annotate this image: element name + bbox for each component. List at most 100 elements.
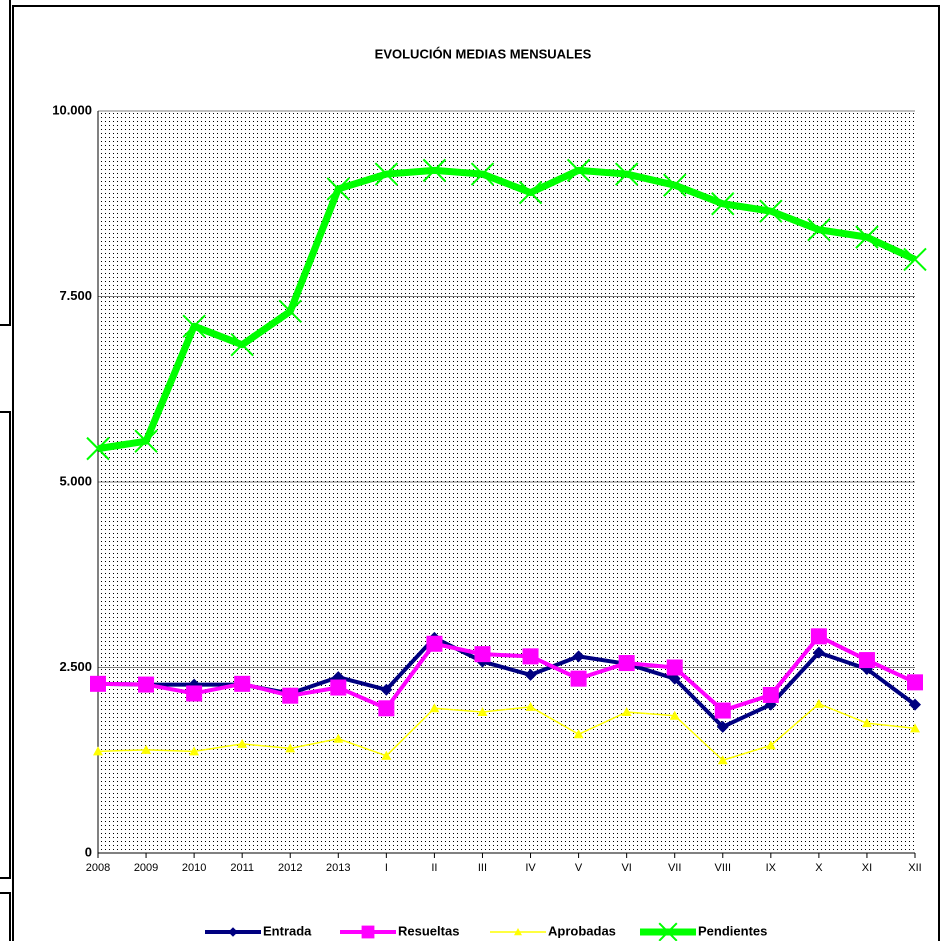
y-tick-label: 7.500 [59,288,92,303]
legend-item: Aprobadas [490,923,616,938]
x-tick-label: 2013 [326,862,350,874]
x-tick-label: 2009 [134,862,158,874]
marker [186,685,203,702]
marker [182,314,206,338]
series [86,158,927,461]
marker [813,698,824,708]
x-tick-label: IX [766,862,777,874]
marker [909,698,921,711]
marker [429,703,440,713]
marker [422,158,447,183]
legend-label: Resueltas [398,923,459,938]
x-tick-label: I [385,862,388,874]
marker [621,707,632,717]
x-tick-label: VI [621,862,631,874]
marker [522,648,539,665]
marker [278,299,302,324]
marker [662,173,687,197]
marker [189,746,200,756]
legend-label: Aprobadas [548,923,616,938]
marker [285,743,296,753]
marker [141,744,152,754]
marker [326,177,351,201]
legend-marker [514,928,522,936]
marker [572,650,585,663]
marker [93,746,103,756]
x-tick-label: IV [525,862,536,874]
chart-title: EVOLUCIÓN MEDIAS MENSUALES [375,46,592,61]
marker [86,436,110,461]
marker [714,702,731,719]
marker [333,733,344,743]
y-tick-label: 2.500 [59,659,92,674]
marker [477,707,488,717]
x-tick-label: X [815,862,823,874]
marker [765,740,776,750]
side-frames [0,0,11,941]
legend-item: Pendientes [640,922,767,941]
marker [426,635,443,652]
legend-label: Pendientes [698,923,767,938]
marker [138,676,155,693]
marker [381,750,392,760]
x-tick-label: 2011 [230,862,254,874]
marker [518,180,543,205]
x-tick-label: XII [908,862,921,874]
marker [374,162,399,186]
marker [573,729,584,739]
marker [666,659,683,676]
marker [717,755,728,765]
marker [566,158,591,183]
legend-item: Resueltas [340,923,459,938]
x-tick-label: VII [668,862,681,874]
marker [237,738,248,748]
x-tick-label: 2010 [182,862,206,874]
marker [711,192,735,216]
x-tick-label: 2012 [278,862,302,874]
marker [134,429,158,453]
marker [470,162,495,186]
marker [810,628,827,645]
marker [614,162,639,186]
marker [759,199,783,223]
x-tick-label: V [575,862,583,874]
marker [858,652,875,669]
legend-item: Entrada [205,923,312,938]
marker [668,672,681,685]
marker [380,683,393,696]
x-tick-label: III [478,862,487,874]
marker [762,686,779,703]
marker [330,679,347,696]
marker [861,718,872,728]
x-tick-label: II [431,862,437,874]
series [90,628,923,719]
y-tick-label: 10.000 [52,102,92,117]
marker [910,723,920,733]
marker [812,646,825,659]
series-line [97,703,916,761]
marker [230,333,254,357]
marker [669,710,680,720]
marker [903,247,927,272]
y-tick-label: 0 [85,844,92,859]
marker [525,701,536,711]
marker [807,218,831,242]
marker [716,720,729,733]
x-tick-label: XI [862,862,872,874]
x-tick-label: VIII [715,862,732,874]
marker [234,675,251,692]
marker [378,700,395,717]
series [93,698,920,765]
legend-marker [658,922,678,941]
marker [618,655,635,672]
legend-label: Entrada [263,923,312,938]
marker [282,687,299,704]
marker [570,670,587,687]
legend-marker [361,925,375,939]
marker [90,675,106,692]
x-tick-label: 2008 [86,862,110,874]
marker [474,646,491,663]
legend-marker [228,927,238,937]
y-tick-label: 5.000 [59,473,92,488]
